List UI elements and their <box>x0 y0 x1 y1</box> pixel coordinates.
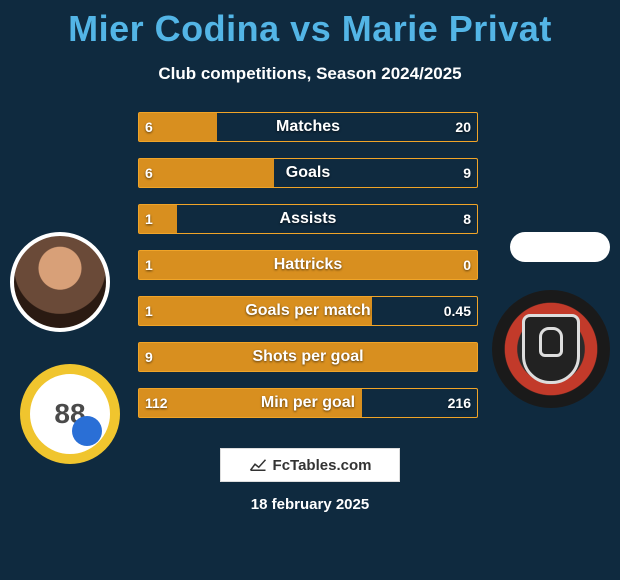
page-title: Mier Codina vs Marie Privat <box>0 0 620 50</box>
page-subtitle: Club competitions, Season 2024/2025 <box>0 64 620 84</box>
stat-right-value: 20 <box>455 113 471 141</box>
stat-row: 6 9Goals <box>138 158 478 188</box>
stat-left-value: 6 <box>145 159 153 187</box>
stat-label: Shots per goal <box>139 343 477 371</box>
player-left-avatar <box>10 232 110 332</box>
stat-right-value: 0.45 <box>444 297 471 325</box>
stat-left-value: 6 <box>145 113 153 141</box>
club-left-badge-number: 88 <box>30 374 110 454</box>
source-logo: FcTables.com <box>220 448 400 482</box>
stat-left-value: 1 <box>145 297 153 325</box>
club-left-badge: 88 <box>20 364 120 464</box>
club-right-shield-icon <box>522 314 580 384</box>
stat-row: 1 0Hattricks <box>138 250 478 280</box>
stat-right-value: 9 <box>463 159 471 187</box>
stat-label: Goals per match <box>139 297 477 325</box>
stat-bars: 620Matches69Goals18Assists10Hattricks10.… <box>138 112 478 434</box>
club-left-badge-ball-icon <box>72 416 102 446</box>
stat-label: Assists <box>139 205 477 233</box>
stat-row: 6 20Matches <box>138 112 478 142</box>
stat-row: 1 0.45Goals per match <box>138 296 478 326</box>
stat-left-value: 1 <box>145 205 153 233</box>
stat-label: Min per goal <box>139 389 477 417</box>
stat-right-value: 216 <box>448 389 471 417</box>
stat-right-value: 0 <box>463 251 471 279</box>
club-right-badge <box>492 290 610 408</box>
stat-label: Goals <box>139 159 477 187</box>
stat-left-value: 112 <box>145 389 168 417</box>
chart-icon <box>249 458 267 472</box>
stat-row: 112 216Min per goal <box>138 388 478 418</box>
player-right-avatar <box>510 232 610 262</box>
stat-label: Hattricks <box>139 251 477 279</box>
stat-label: Matches <box>139 113 477 141</box>
comparison-chart: 88 620Matches69Goals18Assists10Hattricks… <box>0 112 620 442</box>
stat-right-value: 8 <box>463 205 471 233</box>
snapshot-date: 18 february 2025 <box>0 496 620 513</box>
stat-left-value: 1 <box>145 251 153 279</box>
stat-left-value: 9 <box>145 343 153 371</box>
stat-row: 1 8Assists <box>138 204 478 234</box>
source-logo-text: FcTables.com <box>273 457 372 474</box>
stat-row: 9Shots per goal <box>138 342 478 372</box>
